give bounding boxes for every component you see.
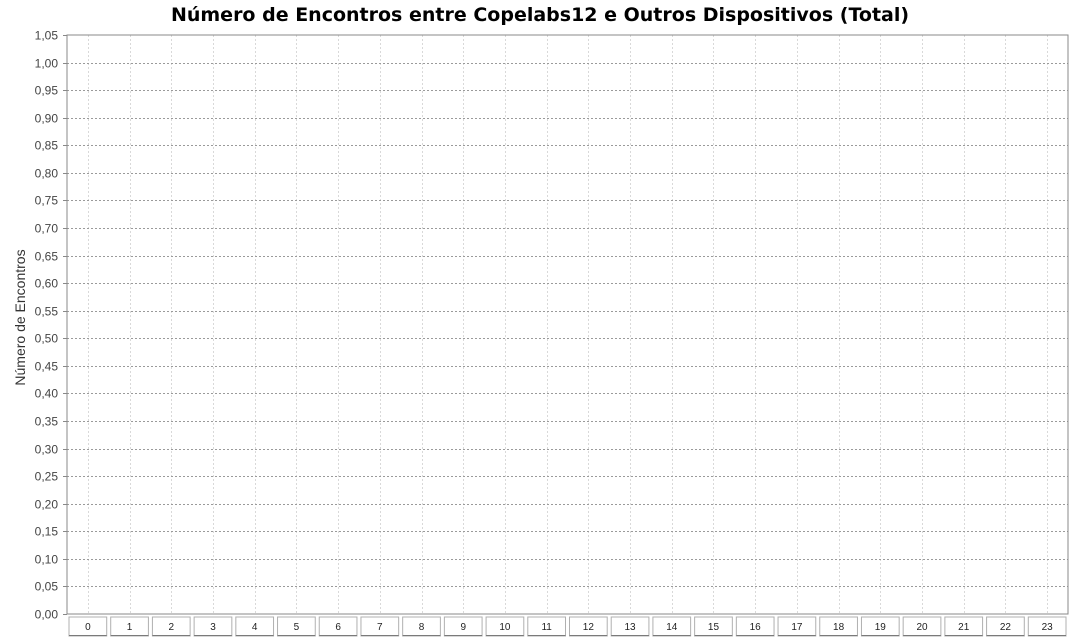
- y-tick-label: 0,85: [35, 139, 59, 153]
- y-tick-label: 0,00: [35, 608, 59, 622]
- y-tick-label: 0,80: [35, 167, 59, 181]
- x-tick-label: 15: [708, 622, 720, 633]
- x-tick-label: 13: [625, 622, 637, 633]
- vertical-grid: [88, 35, 1048, 614]
- y-tick-label: 0,30: [35, 443, 59, 457]
- y-tick-label: 0,20: [35, 498, 59, 512]
- y-tick-label: 1,05: [35, 29, 59, 43]
- x-tick-label: 22: [1000, 622, 1012, 633]
- y-tick-label: 0,45: [35, 360, 59, 374]
- x-tick-label: 12: [583, 622, 595, 633]
- x-tick-label: 21: [958, 622, 970, 633]
- x-tick-label: 8: [419, 622, 425, 633]
- y-tick-label: 0,35: [35, 415, 59, 429]
- x-tick-label: 14: [666, 622, 678, 633]
- x-axis-ticks: 0 1 2 3 4 5 6 7 8 9 10 11 12 13 14 15 16 17 18 19 20 21 22 23: [68, 616, 1067, 637]
- x-tick-label: 5: [294, 622, 300, 633]
- x-tick-label: 16: [750, 622, 762, 633]
- y-tick-label: 0,50: [35, 332, 59, 346]
- y-tick-label: 0,10: [35, 553, 59, 567]
- y-tick-label: 0,70: [35, 222, 59, 236]
- y-tick-label: 0,15: [35, 525, 59, 539]
- x-tick-label: 18: [833, 622, 845, 633]
- x-tick-label: 9: [460, 622, 466, 633]
- y-tick-label: 1,00: [35, 57, 59, 71]
- y-tick-label: 0,60: [35, 277, 59, 291]
- x-tick-label: 7: [377, 622, 383, 633]
- x-tick-label: 4: [252, 622, 258, 633]
- y-tick-label: 0,25: [35, 470, 59, 484]
- y-axis-label: Número de Encontros: [12, 249, 28, 385]
- y-tick-label: 0,90: [35, 112, 59, 126]
- y-tick-label: 0,05: [35, 580, 59, 594]
- x-tick-label: 10: [499, 622, 511, 633]
- x-tick-label: 2: [168, 622, 174, 633]
- y-tick-label: 0,95: [35, 84, 59, 98]
- plot-border: [66, 34, 1069, 615]
- x-tick-label: 1: [127, 622, 133, 633]
- x-tick-label: 17: [791, 622, 803, 633]
- horizontal-grid: [67, 63, 1068, 587]
- y-axis-ticks: 0,00 0,05 0,10 0,15 0,20 0,25 0,30 0,35 0,40 0,45…: [35, 29, 67, 622]
- y-tick-label: 0,75: [35, 194, 59, 208]
- y-tick-label: 0,65: [35, 250, 59, 264]
- x-tick-label: 11: [541, 622, 552, 633]
- chart-title: Número de Encontros entre Copelabs12 e O…: [170, 4, 910, 26]
- x-tick-label: 19: [875, 622, 887, 633]
- x-tick-label: 0: [85, 622, 91, 633]
- x-tick-label: 20: [916, 622, 928, 633]
- x-tick-label: 6: [335, 622, 341, 633]
- x-tick-label: 3: [210, 622, 216, 633]
- y-tick-label: 0,55: [35, 305, 59, 319]
- plot-area: [67, 35, 1068, 614]
- x-tick-label: 23: [1042, 622, 1054, 633]
- y-tick-label: 0,40: [35, 387, 59, 401]
